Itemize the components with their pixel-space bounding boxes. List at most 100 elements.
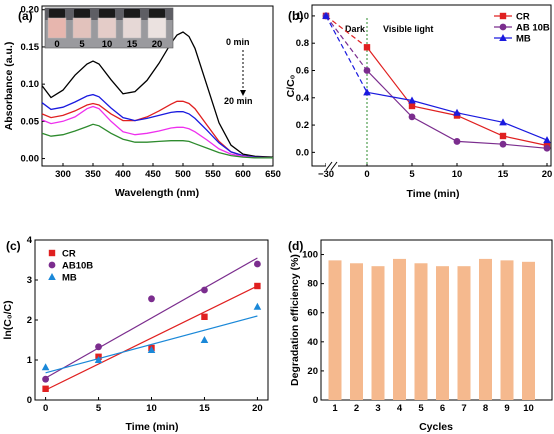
vial-cap <box>149 9 165 18</box>
panel-c-label: (c) <box>6 239 21 253</box>
bar <box>457 266 471 400</box>
bar <box>522 261 535 400</box>
vial-cap <box>124 9 140 18</box>
y-tick-label: 0.05 <box>21 116 40 127</box>
y-tick-label: 60 <box>307 308 318 319</box>
annotation-0-min: 0 min <box>226 37 250 47</box>
x-tick-label: 0 <box>364 169 369 180</box>
data-point <box>253 302 262 310</box>
y-tick-label: 1.0 <box>296 11 309 22</box>
vial <box>147 17 167 39</box>
x-tick-label: 9 <box>504 403 509 414</box>
x-tick-label: 15 <box>199 403 210 414</box>
y-tick-label: 0 <box>27 395 32 406</box>
x-tick-label: 400 <box>115 169 131 180</box>
spectrum-line-2 <box>41 93 274 159</box>
spectrum-line-1 <box>41 100 274 159</box>
legend-label: CR <box>516 12 530 23</box>
y-tick-label: 0 <box>313 395 318 406</box>
panel-b-series <box>322 11 551 152</box>
x-tick-label: 10 <box>452 169 463 180</box>
x-tick-label: −30 <box>318 169 334 180</box>
bar <box>350 263 363 400</box>
vial <box>97 17 117 39</box>
data-point <box>499 132 507 140</box>
y-tick-label: 2 <box>27 315 32 326</box>
x-tick-label: 8 <box>483 403 488 414</box>
y-tick-label: 0.15 <box>21 42 40 53</box>
panel-b-xlabel: Time (min) <box>407 188 460 200</box>
x-tick-label: 5 <box>418 403 424 414</box>
panel-c-series <box>41 257 262 392</box>
legend-label: AB10B <box>62 261 93 272</box>
data-point <box>453 108 461 116</box>
x-tick-label: 3 <box>375 403 380 414</box>
vial-cap <box>49 9 65 18</box>
panel-d-bars <box>328 258 535 400</box>
data-point <box>148 295 155 303</box>
bar <box>393 258 406 400</box>
data-point <box>408 102 416 110</box>
x-tick-label: 5 <box>96 403 102 414</box>
panel-a-label: (a) <box>18 9 33 23</box>
y-tick-label: 20 <box>307 366 318 377</box>
y-tick-label: 80 <box>307 279 318 290</box>
dark-segment-2 <box>325 15 368 93</box>
y-tick-label: 0.20 <box>21 5 40 16</box>
fit-line-2 <box>45 315 258 374</box>
data-point <box>363 67 371 74</box>
data-point <box>94 356 103 363</box>
panel-c-xlabel: Time (min) <box>126 421 179 433</box>
x-tick-label: 350 <box>85 169 101 180</box>
bar <box>328 260 342 400</box>
data-point <box>322 11 330 19</box>
vial-cap <box>99 9 115 18</box>
vial-label: 5 <box>79 39 85 50</box>
axis-break <box>325 161 338 171</box>
data-point <box>42 385 49 392</box>
data-point <box>408 113 416 121</box>
bar <box>371 266 385 400</box>
x-tick-label: 6 <box>440 403 445 414</box>
y-tick-label: 40 <box>307 337 318 348</box>
panel-b-label: (b) <box>288 9 303 23</box>
legend-label: MB <box>62 273 77 284</box>
time-arrow-head <box>240 90 246 96</box>
vial <box>72 17 92 39</box>
fit-line-1 <box>45 257 258 379</box>
data-point <box>363 88 371 96</box>
data-point <box>453 138 461 145</box>
y-tick-label: 0.00 <box>21 154 40 165</box>
panel-c: (c) Time (min) ln(C₀/C) 0 5 10 15 20 0 1 2 3 4 CR… <box>2 235 269 433</box>
vial-label: 0 <box>54 39 59 50</box>
data-point <box>41 363 50 371</box>
x-tick-label: 2 <box>354 403 359 414</box>
x-tick-label: 5 <box>409 169 415 180</box>
x-tick-label: 15 <box>498 169 509 180</box>
vial <box>47 17 67 39</box>
panel-a-ylabel: Absorbance (a.u.) <box>3 42 15 131</box>
x-tick-label: 600 <box>235 169 251 180</box>
legend-label: MB <box>516 34 531 45</box>
fit-line-0 <box>45 285 258 391</box>
y-tick-label: 0.4 <box>296 93 310 104</box>
data-point <box>200 336 209 343</box>
panel-b-ylabel: C/C₀ <box>285 74 297 97</box>
panel-d-ylabel: Degradation efficiency (%) <box>289 254 301 386</box>
data-point <box>254 282 261 290</box>
data-point <box>254 260 261 268</box>
spectrum-line-3 <box>41 105 273 159</box>
x-tick-label: 550 <box>205 169 221 180</box>
legend-marker <box>499 23 507 31</box>
legend-label: CR <box>62 249 76 260</box>
y-tick-label: 0.0 <box>296 147 309 158</box>
data-point <box>499 140 507 148</box>
vials: 0 5 10 15 20 <box>47 9 167 50</box>
y-tick-label: 4 <box>27 235 33 246</box>
annotation-dark: Dark <box>345 24 366 34</box>
vial-inset: 0 5 10 15 20 <box>44 7 174 50</box>
data-point <box>147 346 156 353</box>
legend-marker <box>499 34 507 41</box>
data-point <box>543 136 551 144</box>
